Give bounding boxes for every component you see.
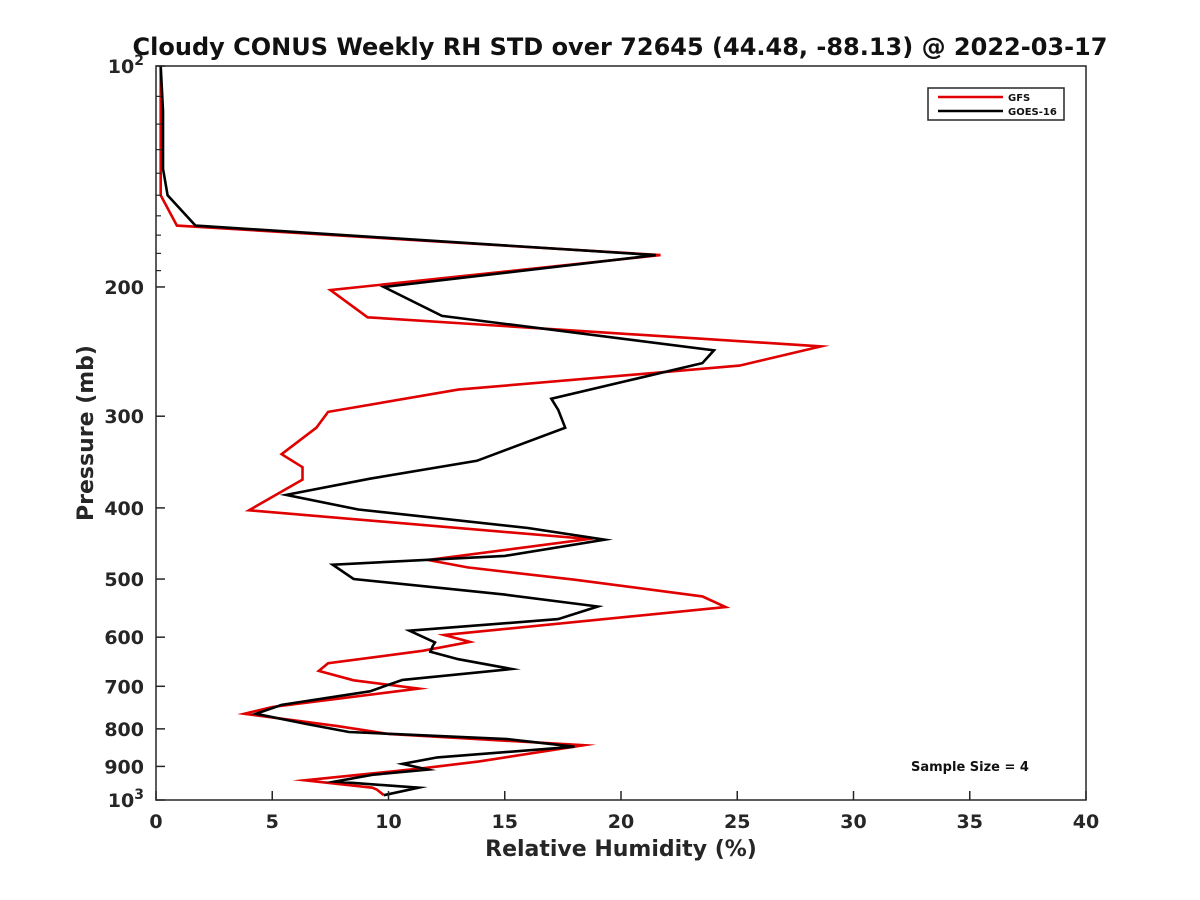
x-tick-label: 5 (266, 811, 279, 833)
y-tick-label: 103 (108, 787, 144, 812)
y-tick-label: 102 (108, 53, 144, 78)
series-line-gfs (159, 66, 830, 797)
legend-label: GFS (1008, 93, 1030, 104)
series-line-goes-16 (159, 65, 717, 797)
x-axis-ticks: 0 5 10 15 20 25 30 35 40 (149, 791, 1099, 833)
plot-area (155, 65, 1087, 801)
y-tick-label: 500 (104, 569, 144, 591)
y-tick-label: 800 (104, 719, 144, 741)
x-tick-label: 35 (957, 811, 983, 833)
legend: GFS GOES-16 (927, 87, 1065, 121)
sample-size-annotation: Sample Size = 4 (911, 760, 1029, 775)
x-tick-label: 15 (492, 811, 518, 833)
y-tick-label: 200 (104, 277, 144, 299)
y-tick-label: 900 (104, 756, 144, 778)
legend-label: GOES-16 (1008, 107, 1057, 118)
x-tick-label: 10 (375, 811, 401, 833)
y-tick-label: 300 (104, 406, 144, 428)
x-tick-label: 20 (608, 811, 634, 833)
x-tick-label: 30 (840, 811, 866, 833)
y-axis-label: Pressure (mb) (74, 345, 99, 521)
chart-title: Cloudy CONUS Weekly RH STD over 72645 (4… (133, 33, 1108, 61)
x-tick-label: 25 (724, 811, 750, 833)
y-axis-ticks: 102 200 300 400 500 600 700 800 900 103 (104, 53, 165, 812)
y-tick-label: 400 (104, 498, 144, 520)
x-axis-label: Relative Humidity (%) (485, 837, 757, 862)
y-tick-label: 600 (104, 627, 144, 649)
y-tick-label: 700 (104, 676, 144, 698)
x-tick-label: 0 (149, 811, 162, 833)
series-layer (159, 65, 830, 797)
legend-box (927, 87, 1065, 121)
x-tick-label: 40 (1073, 811, 1099, 833)
